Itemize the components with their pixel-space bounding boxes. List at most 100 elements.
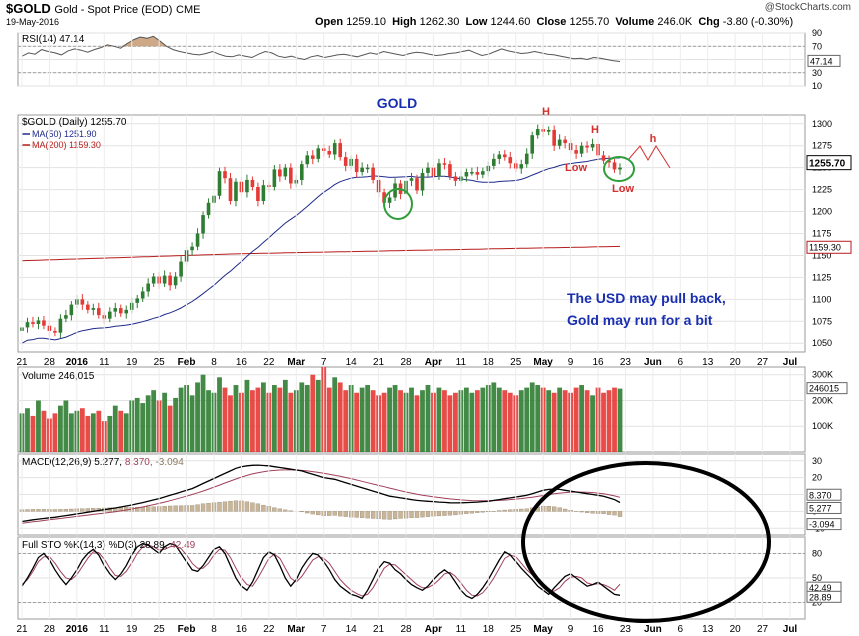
candle-up bbox=[470, 172, 474, 174]
exchange: CME bbox=[176, 4, 201, 16]
x-tick-label-bottom: 13 bbox=[702, 624, 714, 635]
price-tick-label: 1125 bbox=[812, 272, 831, 282]
volume-bar bbox=[123, 413, 129, 452]
volume-bar bbox=[255, 387, 261, 452]
macd-histogram-bar bbox=[222, 501, 228, 512]
volume-bar bbox=[304, 385, 310, 452]
volume-bar bbox=[337, 382, 343, 452]
macd-histogram-bar bbox=[447, 511, 453, 516]
volume-bar bbox=[63, 400, 69, 452]
candle-up bbox=[426, 167, 430, 173]
candle-up bbox=[393, 183, 397, 198]
candle-up bbox=[107, 311, 112, 319]
ma50-line bbox=[21, 157, 621, 344]
macd-legend-hist: -3.094 bbox=[155, 457, 184, 468]
chart-date: 19-May-2016 bbox=[6, 17, 60, 27]
low-value: 1244.60 bbox=[490, 16, 531, 28]
momentum-circle bbox=[521, 461, 771, 623]
volume-bar bbox=[195, 382, 200, 452]
volume-bar bbox=[442, 390, 447, 452]
volume-bar bbox=[107, 415, 113, 452]
candle-up bbox=[201, 215, 205, 234]
macd-histogram-bar bbox=[354, 511, 359, 518]
candle-down bbox=[502, 154, 507, 158]
rsi-tick-label: 70 bbox=[812, 41, 822, 51]
high-value: 1262.30 bbox=[419, 16, 460, 28]
price-tick-label: 1100 bbox=[812, 294, 831, 304]
x-tick-label-bottom: 11 bbox=[99, 624, 110, 635]
candle-up bbox=[206, 202, 211, 216]
candle-down bbox=[327, 150, 332, 155]
candle-up bbox=[272, 169, 277, 187]
candle-down bbox=[382, 192, 386, 203]
macd-histogram-bar bbox=[557, 507, 562, 512]
x-tick-label: 21 bbox=[373, 357, 385, 368]
volume-bar bbox=[562, 390, 568, 452]
x-tick-label-bottom: 6 bbox=[678, 624, 684, 635]
low-label-1: Low bbox=[565, 162, 587, 174]
macd-last-value: 5.277 bbox=[809, 503, 832, 513]
candle-down bbox=[453, 176, 458, 181]
volume-bar bbox=[392, 385, 398, 452]
macd-line bbox=[21, 464, 621, 523]
symbol-title: $GOLD Gold - Spot Price (EOD) CME bbox=[6, 1, 200, 16]
volume-bar bbox=[118, 410, 124, 452]
macd-histogram-bar bbox=[146, 506, 151, 512]
note-line-1: The USD may pull back, bbox=[567, 290, 726, 306]
macd-signal-line bbox=[21, 469, 621, 524]
volume-bar bbox=[96, 410, 102, 452]
volume-bar bbox=[436, 387, 442, 452]
macd-histogram-bar bbox=[425, 511, 431, 517]
macd-histogram-bar bbox=[617, 511, 623, 517]
macd-histogram-bar bbox=[546, 505, 551, 512]
macd-histogram-bar bbox=[233, 500, 239, 512]
volume-bar bbox=[601, 392, 606, 452]
last-close-value: 1255.70 bbox=[809, 159, 846, 170]
candle-down bbox=[31, 322, 35, 324]
macd-histogram-bar bbox=[497, 510, 502, 512]
x-tick-label: 13 bbox=[702, 357, 714, 368]
x-tick-label: Jun bbox=[644, 357, 662, 368]
x-tick-label-bottom: 25 bbox=[154, 624, 166, 635]
rsi-last-value: 47.14 bbox=[810, 56, 833, 66]
candle-up bbox=[245, 179, 249, 193]
x-tick-label-bottom: Feb bbox=[178, 624, 196, 635]
volume-bar bbox=[420, 390, 425, 452]
high-label: High bbox=[392, 16, 417, 28]
volume-bar bbox=[30, 415, 36, 452]
macd-histogram-bar bbox=[469, 511, 475, 514]
volume-bar bbox=[480, 387, 486, 452]
stochastic-legend-d: 42.49 bbox=[170, 540, 195, 551]
volume-bar bbox=[463, 387, 469, 452]
volume-bar bbox=[222, 387, 228, 452]
volume-bar bbox=[228, 395, 233, 452]
macd-histogram-bar bbox=[30, 509, 36, 512]
volume-bar bbox=[79, 408, 85, 452]
candle-up bbox=[195, 233, 200, 247]
macd-histogram-bar bbox=[414, 511, 420, 518]
volume-bar bbox=[332, 377, 338, 452]
volume-tick-label: 200K bbox=[812, 395, 833, 405]
candle-up bbox=[365, 167, 370, 170]
x-tick-label-bottom: 11 bbox=[456, 624, 467, 635]
macd-histogram-bar bbox=[442, 511, 447, 516]
x-tick-label: 8 bbox=[211, 357, 217, 368]
volume-bar bbox=[573, 387, 579, 452]
macd-histogram-bar bbox=[327, 511, 332, 516]
candle-up bbox=[481, 171, 485, 175]
x-tick-label-bottom: 21 bbox=[16, 624, 28, 635]
macd-histogram-bar bbox=[261, 504, 266, 512]
candle-up bbox=[579, 145, 584, 154]
x-tick-label: 22 bbox=[263, 357, 275, 368]
volume-bar bbox=[112, 405, 118, 452]
stochastic-last-value: 42.49 bbox=[809, 583, 832, 593]
volume-bar bbox=[557, 387, 563, 452]
volume-tick-label: 300K bbox=[812, 370, 833, 380]
rsi-line bbox=[21, 35, 621, 62]
macd-histogram-bar bbox=[519, 508, 524, 512]
macd-last-value: 8.370 bbox=[809, 490, 832, 500]
volume-bar bbox=[326, 387, 332, 452]
macd-histogram-bar bbox=[173, 505, 178, 512]
macd-histogram-bar bbox=[36, 509, 41, 512]
price-tick-label: 1225 bbox=[812, 185, 832, 195]
